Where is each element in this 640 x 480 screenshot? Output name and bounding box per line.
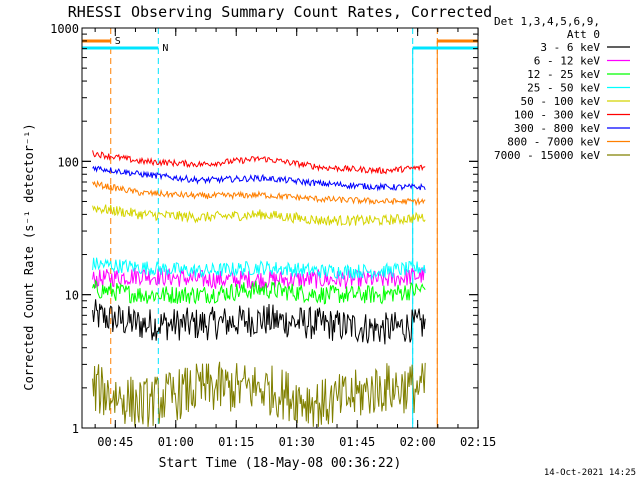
legend-entry-label: 12 - 25 keV bbox=[527, 68, 600, 81]
legend-entry-label: 25 - 50 keV bbox=[527, 82, 600, 95]
series-path bbox=[92, 204, 426, 227]
footer-timestamp: 14-Oct-2021 14:25 bbox=[544, 468, 636, 478]
y-tick-label: 10 bbox=[65, 289, 79, 303]
series-line bbox=[92, 257, 426, 281]
series-path bbox=[92, 179, 426, 207]
x-tick-label: 02:00 bbox=[400, 435, 436, 449]
x-tick-label: 01:30 bbox=[279, 435, 315, 449]
y-axis-label: Corrected Count Rate (s⁻¹ detector⁻¹) bbox=[22, 123, 36, 390]
y-tick-label: 1000 bbox=[50, 22, 79, 36]
legend-entry-label: 7000 - 15000 keV bbox=[494, 149, 600, 162]
series-line bbox=[92, 150, 426, 175]
x-tick-label: 00:45 bbox=[97, 435, 133, 449]
legend-entry-label: 6 - 12 keV bbox=[534, 55, 601, 68]
plot-area: SN bbox=[82, 28, 478, 428]
legend-entry-label: 300 - 800 keV bbox=[514, 122, 600, 135]
y-tick-label: 100 bbox=[57, 155, 79, 169]
series-line bbox=[92, 204, 426, 227]
series-line bbox=[92, 299, 426, 345]
series-line bbox=[92, 267, 426, 289]
series-path bbox=[92, 299, 426, 345]
series-path bbox=[92, 361, 426, 427]
legend-header: Det 1,3,4,5,6,9, bbox=[494, 15, 600, 28]
series-path bbox=[92, 150, 426, 175]
plot-frame bbox=[81, 27, 479, 429]
x-axis-label: Start Time (18-May-08 00:36:22) bbox=[159, 456, 402, 471]
legend-entry-label: 3 - 6 keV bbox=[540, 41, 600, 54]
x-tick-label: 01:45 bbox=[339, 435, 375, 449]
legend-entry-label: 50 - 100 keV bbox=[521, 95, 601, 108]
x-tick-label: 01:00 bbox=[158, 435, 194, 449]
series-line bbox=[92, 165, 426, 192]
axes: 1 10 100 1000 00:45 01:00 01:15 01:30 01:45 02:00… bbox=[50, 22, 496, 449]
series-line bbox=[92, 361, 426, 427]
legend-entry-label: 100 - 300 keV bbox=[514, 109, 600, 122]
series-line bbox=[92, 279, 426, 305]
series-path bbox=[92, 257, 426, 281]
series-path bbox=[92, 279, 426, 305]
y-tick-label: 1 bbox=[72, 422, 79, 436]
chart-title: RHESSI Observing Summary Count Rates, Co… bbox=[68, 3, 492, 21]
x-tick-label: 02:15 bbox=[460, 435, 496, 449]
legend-header: Att 0 bbox=[567, 28, 600, 41]
legend-entry-label: 800 - 7000 keV bbox=[507, 136, 600, 149]
x-tick-label: 01:15 bbox=[218, 435, 254, 449]
marker-label-s: S bbox=[115, 36, 121, 47]
series-line bbox=[92, 179, 426, 207]
series-path bbox=[92, 267, 426, 289]
marker-label-n: N bbox=[162, 43, 168, 54]
series-path bbox=[92, 165, 426, 192]
